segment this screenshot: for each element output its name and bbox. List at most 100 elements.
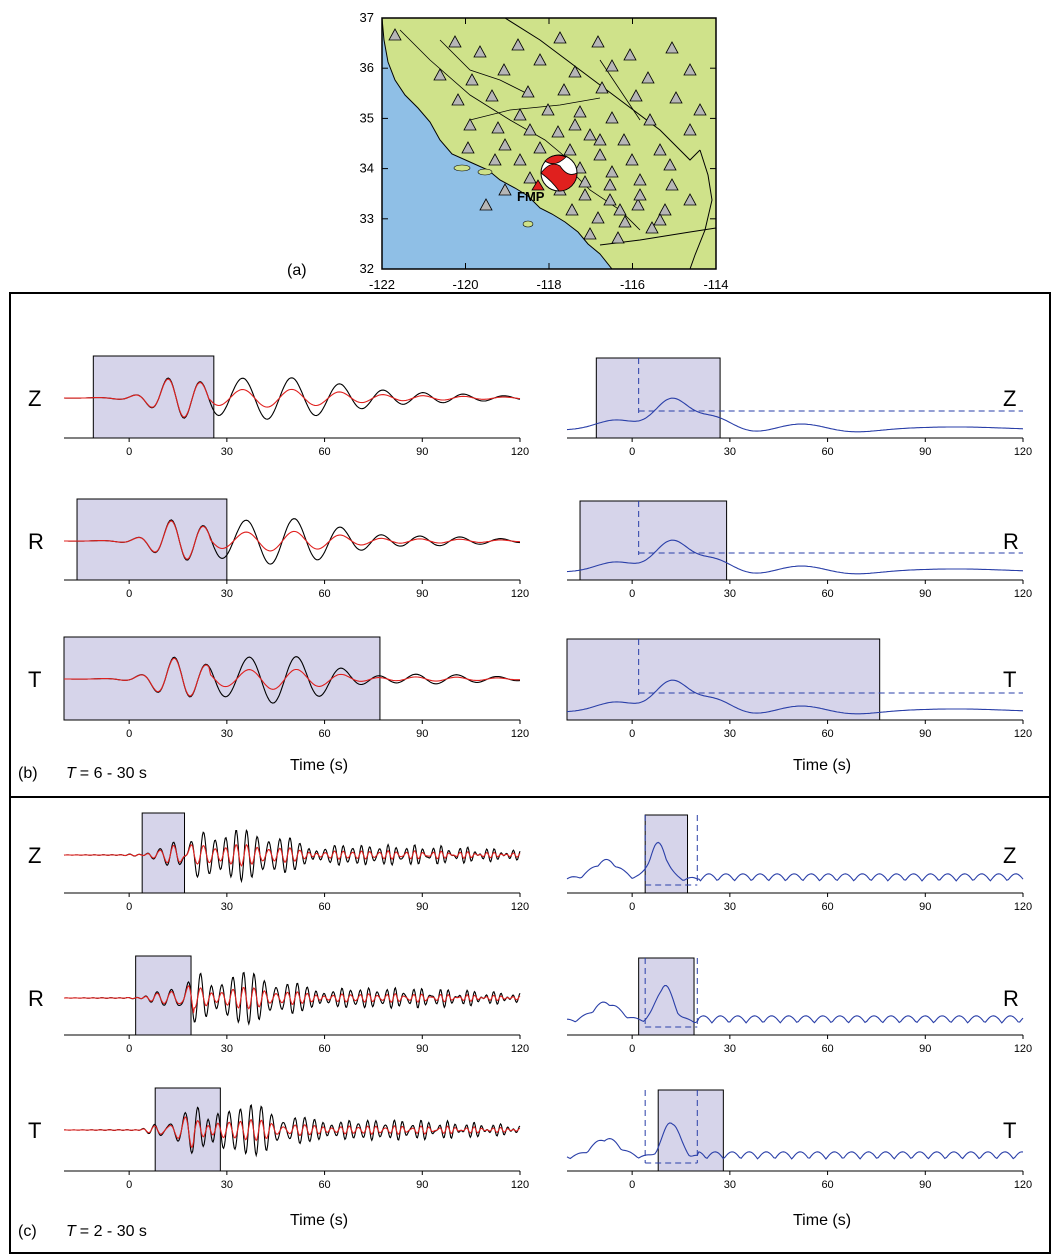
synthetic-trace	[64, 657, 520, 697]
station-triangle-icon	[605, 59, 619, 72]
station-triangle-icon	[511, 38, 525, 51]
x-tick-label: 60	[821, 446, 833, 458]
x-tick-label: 120	[511, 901, 529, 913]
component-label: R	[1003, 986, 1019, 1011]
station-triangle-icon	[461, 141, 475, 154]
x-tick-label: 120	[1014, 728, 1032, 740]
station-triangle-icon	[683, 193, 697, 206]
station-triangle-icon	[605, 111, 619, 124]
station-triangle-icon	[593, 148, 607, 161]
time-window	[579, 500, 728, 581]
x-tick-label: 90	[416, 446, 428, 458]
station-triangle-icon	[521, 85, 535, 98]
synthetic-trace	[63, 378, 521, 418]
time-window	[141, 812, 186, 894]
x-tick-label: 60	[821, 901, 833, 913]
x-tick-label: 60	[318, 1179, 330, 1191]
station-triangle-icon	[497, 63, 511, 76]
component-label: T	[1003, 667, 1016, 692]
seismogram-plots: Z Z 0 0 30 30 60 60 90 90 120 120 R R 0 0 30 30 60 60 90 90 12…	[28, 355, 1032, 1191]
synthetic-trace	[64, 520, 521, 560]
time-axis-label: Time (s)	[290, 1212, 348, 1229]
x-tick-label: 0	[629, 728, 635, 740]
station-triangle-icon	[541, 103, 555, 116]
x-tick-label: 0	[629, 1179, 635, 1191]
component-label: T	[28, 1118, 41, 1143]
station-triangle-icon	[603, 178, 617, 191]
station-triangle-icon	[491, 121, 505, 134]
period-range: = 2 - 30 s	[80, 1223, 147, 1240]
x-tick-label: 30	[724, 1043, 736, 1055]
plot-row-Z: Z Z 0 0 30 30 60 60 90 90 120 120	[28, 355, 1032, 458]
x-tick-label: 0	[126, 588, 132, 600]
station-triangle-icon	[523, 171, 537, 184]
plot-row-T: T T 0 0 30 30 60 60 90 90 120 120	[28, 1087, 1032, 1191]
x-tick-label: 60	[821, 728, 833, 740]
station-triangle-icon	[611, 231, 625, 244]
station-triangle-icon	[463, 118, 477, 131]
station-triangle-icon	[693, 103, 707, 116]
station-triangle-icon	[553, 31, 567, 44]
x-tick-label: 120	[511, 728, 529, 740]
misfit-envelope	[566, 985, 1024, 1024]
station-triangle-icon	[618, 215, 632, 228]
station-triangle-icon	[665, 178, 679, 191]
station-triangle-icon	[533, 141, 547, 154]
misfit-envelope	[566, 397, 1024, 433]
x-tick-label: 0	[629, 1043, 635, 1055]
x-tick-label: 30	[724, 588, 736, 600]
period-symbol: T	[66, 1223, 77, 1240]
x-tick-label: 0	[126, 1179, 132, 1191]
plot-row-R: R R 0 0 30 30 60 60 90 90 120 120	[28, 498, 1032, 600]
x-tick-label: 120	[1014, 1043, 1032, 1055]
station-triangle-icon	[563, 143, 577, 156]
x-tick-label: 120	[511, 446, 529, 458]
time-window	[657, 1089, 724, 1172]
station-triangle-icon	[617, 133, 631, 146]
x-tick-label: 30	[221, 588, 233, 600]
station-triangle-icon	[658, 203, 672, 216]
station-triangle-icon	[629, 89, 643, 102]
island	[477, 168, 493, 176]
period-symbol: T	[66, 765, 77, 782]
island	[453, 164, 471, 172]
fault-line	[439, 39, 531, 96]
station-triangle-icon	[565, 203, 579, 216]
x-tick-label: 90	[919, 901, 931, 913]
x-tick-label: 90	[416, 728, 428, 740]
period-range: = 6 - 30 s	[80, 765, 147, 782]
x-tick-label: 30	[221, 446, 233, 458]
x-tick-label: 120	[1014, 1179, 1032, 1191]
synthetic-trace	[63, 843, 521, 867]
plot-row-T: T T 0 0 30 30 60 60 90 90 120 120	[28, 636, 1032, 740]
x-tick-label: 120	[511, 1179, 529, 1191]
plot-row-Z: Z Z 0 0 30 30 60 60 90 90 120 120	[28, 812, 1032, 913]
x-tick-label: 30	[221, 901, 233, 913]
misfit-envelope	[566, 679, 1024, 715]
station-triangle-icon	[669, 91, 683, 104]
station-triangle-icon	[568, 65, 582, 78]
x-tick-label: 120	[511, 588, 529, 600]
map-panel: FMP 37 36 35 34 33 32-122 -120 -118 -116 -114 (a)	[287, 10, 729, 292]
lat-tick-label: 37	[360, 10, 374, 25]
time-window	[63, 636, 381, 721]
station-triangle-icon	[485, 89, 499, 102]
x-tick-label: 120	[1014, 446, 1032, 458]
station-triangle-icon	[645, 221, 659, 234]
misfit-envelope	[566, 841, 1024, 882]
lon-tick-label: -122	[369, 277, 395, 292]
station-triangle-icon	[633, 173, 647, 186]
observed-trace	[63, 828, 521, 884]
synthetic-trace	[64, 1116, 521, 1149]
station-triangle-icon	[498, 138, 512, 151]
misfit-envelope	[566, 1122, 1023, 1160]
station-triangle-icon	[665, 41, 679, 54]
lat-tick-label: 36	[360, 60, 374, 75]
time-window	[76, 498, 228, 581]
component-label: T	[28, 667, 41, 692]
component-label: T	[1003, 1118, 1016, 1143]
x-tick-label: 90	[919, 588, 931, 600]
station-triangle-icon	[663, 158, 677, 171]
lon-tick-label: -116	[620, 277, 645, 292]
station-triangle-icon	[643, 113, 657, 126]
